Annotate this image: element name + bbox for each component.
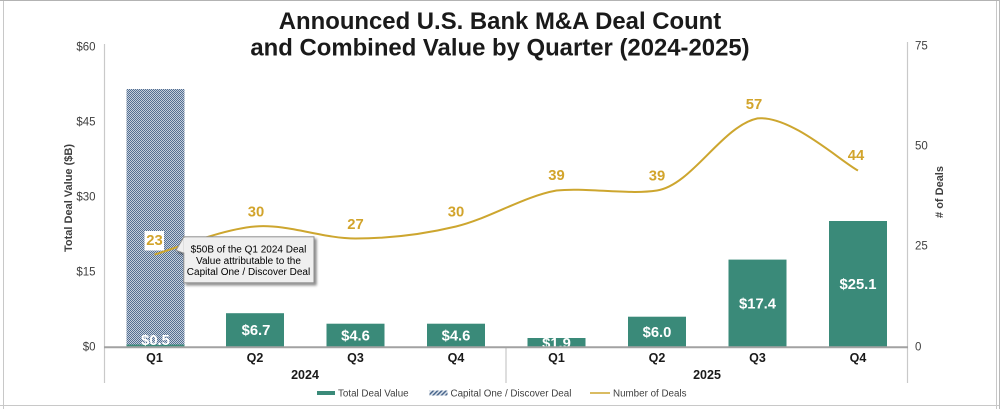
svg-text:$4.6: $4.6 [341,329,370,345]
svg-text:30: 30 [448,205,464,221]
svg-text:39: 39 [548,168,564,184]
svg-text:$25.1: $25.1 [839,277,876,293]
svg-text:Q3: Q3 [749,351,766,365]
svg-text:Q4: Q4 [448,351,465,365]
svg-text:Q1: Q1 [146,351,163,365]
svg-text:Total Deal Value: Total Deal Value [338,389,409,400]
svg-text:Total Deal Value ($B): Total Deal Value ($B) [63,144,75,252]
svg-text:25: 25 [915,241,928,253]
svg-text:$50B of the Q1 2024 Deal: $50B of the Q1 2024 Deal [191,245,307,256]
svg-text:$6.7: $6.7 [242,323,271,339]
svg-text:Q3: Q3 [347,351,364,365]
svg-text:Q1: Q1 [548,351,565,365]
svg-text:57: 57 [746,97,762,113]
svg-text:39: 39 [649,169,665,185]
svg-text:$0.5: $0.5 [141,333,170,349]
svg-text:Capital One / Discover Deal: Capital One / Discover Deal [187,267,310,278]
svg-text:2025: 2025 [693,368,721,382]
svg-text:0: 0 [915,342,921,354]
svg-text:$1.9: $1.9 [542,336,571,352]
svg-text:44: 44 [848,148,865,164]
svg-text:# of Deals: # of Deals [934,166,946,218]
svg-text:$17.4: $17.4 [739,297,777,313]
svg-text:and Combined Value by Quarter: and Combined Value by Quarter (2024-2025… [250,34,749,61]
svg-text:$4.6: $4.6 [442,329,471,345]
svg-text:2024: 2024 [291,368,319,382]
svg-text:$60: $60 [76,41,95,53]
svg-text:$15: $15 [76,267,95,279]
svg-text:27: 27 [347,217,363,233]
svg-text:$0: $0 [83,342,96,354]
svg-text:50: 50 [915,140,928,152]
svg-text:$6.0: $6.0 [643,325,672,341]
svg-text:$45: $45 [76,116,95,128]
svg-text:$30: $30 [76,192,95,204]
svg-text:Number of Deals: Number of Deals [613,389,687,400]
svg-text:75: 75 [915,40,928,52]
svg-text:23: 23 [146,233,162,249]
svg-text:Q2: Q2 [649,351,666,365]
svg-text:Q4: Q4 [850,351,867,365]
svg-text:30: 30 [248,205,264,221]
svg-text:Q2: Q2 [247,351,264,365]
svg-text:Announced U.S. Bank M&A Deal C: Announced U.S. Bank M&A Deal Count [279,8,721,35]
svg-text:Capital One / Discover Deal: Capital One / Discover Deal [451,389,572,400]
svg-text:Value attributable to the: Value attributable to the [196,256,301,267]
